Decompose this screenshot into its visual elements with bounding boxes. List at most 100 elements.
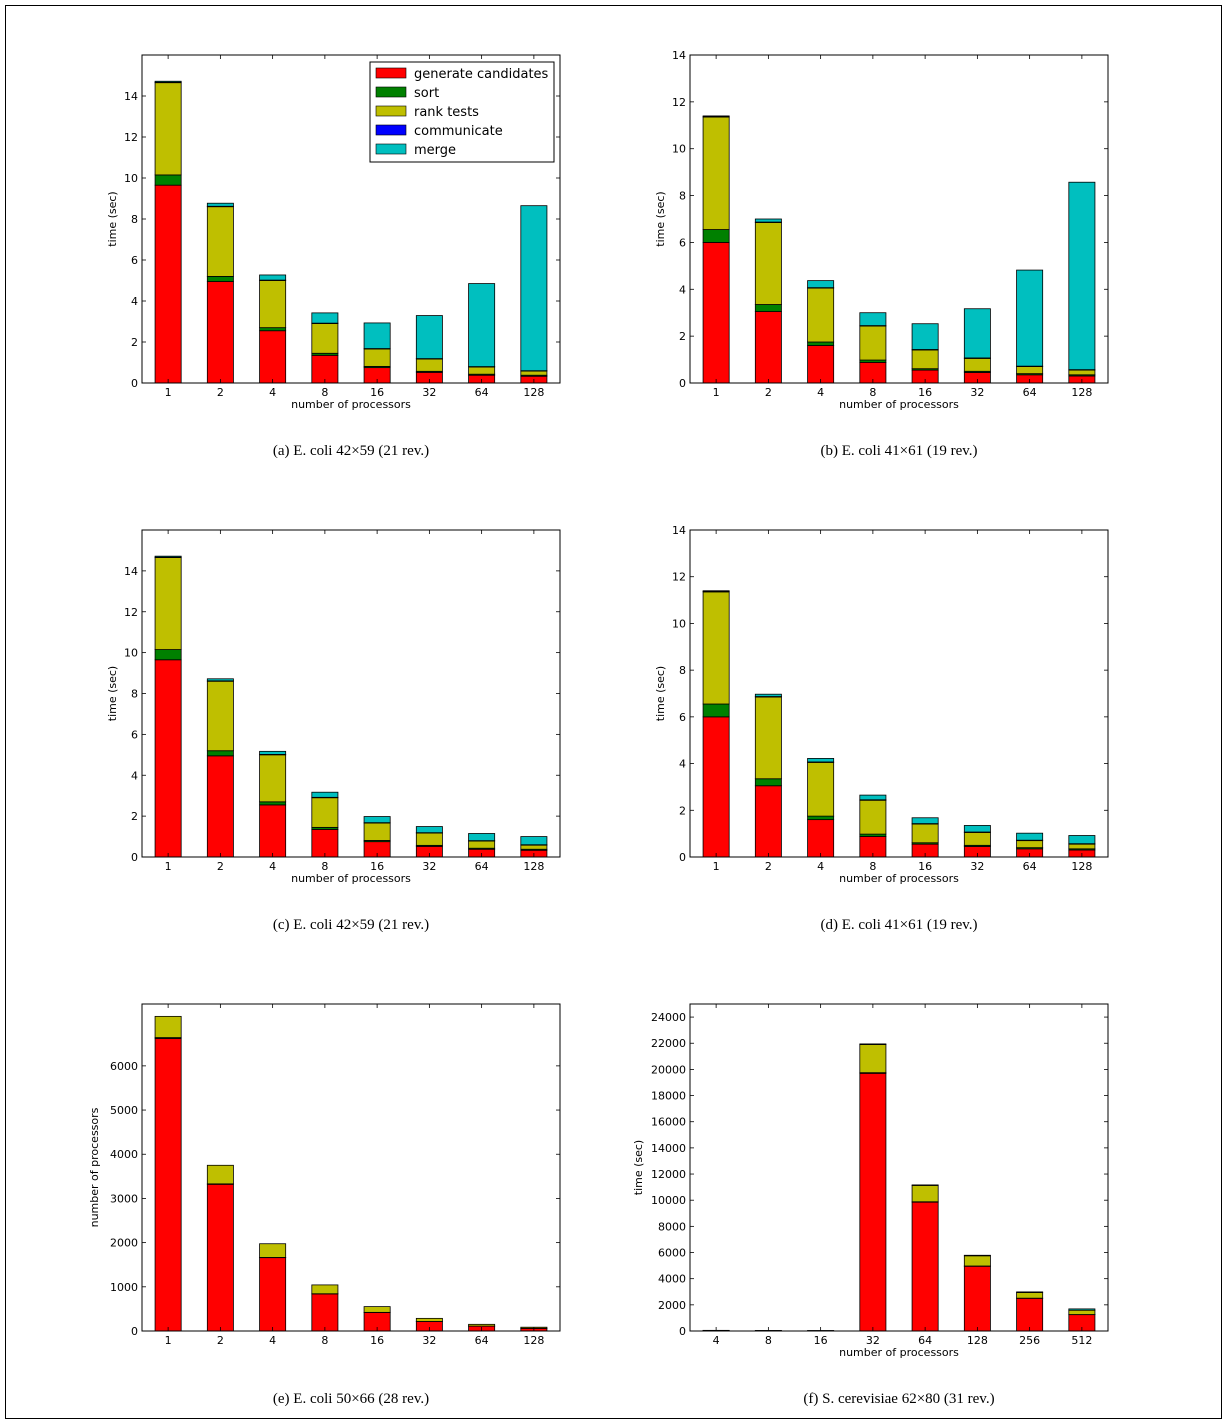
y-tick-label: 12 [124,606,138,619]
y-tick-label: 0 [131,851,138,864]
bar-segment-rank-tests [259,1243,287,1258]
y-tick-label: 2 [679,330,686,343]
bar-segment-rank-tests [1068,1309,1096,1315]
subfigure-caption: (c) E. coli 42×59 (21 rev.) [273,917,429,933]
x-tick-label: 64 [918,1334,932,1347]
bar-segment-generate-candidates [154,184,182,384]
x-tick-label: 32 [422,860,436,873]
x-tick-label: 64 [475,1334,489,1347]
bar-segment-merge [468,833,496,842]
bar-segment-rank-tests [468,1323,496,1327]
bar-segment-generate-candidates [259,804,287,858]
bar-segment-sort [807,341,835,346]
legend-swatch [375,143,407,155]
subfigure-caption: (b) E. coli 41×61 (19 rev.) [820,443,977,459]
x-tick-label: 2 [765,386,772,399]
bar-segment-merge [1068,181,1096,371]
y-tick-label: 3000 [110,1192,138,1205]
subfigure-caption: (f) S. cerevisiae 62×80 (31 rev.) [803,1391,994,1407]
bar-segment-rank-tests [1016,1292,1044,1299]
legend-swatch [375,124,407,136]
plot-frame [141,529,561,858]
bar-segment-rank-tests [259,280,287,329]
bar-segment-sort [259,801,287,806]
bar-segment-generate-candidates [859,1072,887,1332]
bar-segment-generate-candidates [311,829,339,858]
bar-segment-rank-tests [702,591,730,705]
bar-segment-generate-candidates [206,755,234,858]
bar-segment-merge [1068,1308,1096,1311]
bar-segment-merge [415,826,443,834]
y-tick-label: 2 [131,336,138,349]
bar-segment-merge [311,312,339,324]
bar-segment-rank-tests [520,370,548,376]
y-tick-label: 6 [679,236,686,249]
y-tick-label: 8 [131,213,138,226]
bar-segment-merge [363,816,391,824]
bar-segment-rank-tests [154,82,182,176]
bar-segment-rank-tests [1016,366,1044,375]
bar-segment-rank-tests [754,696,782,780]
bar-segment-merge [963,308,991,359]
x-tick-label: 32 [866,1334,880,1347]
bar-segment-merge [259,750,287,755]
legend: generate candidates sort rank tests communi… [369,61,555,163]
bar-segment-sort [154,174,182,186]
x-tick-label: 1 [165,386,172,399]
bar-segment-rank-tests [754,222,782,305]
bar-segment-merge [206,202,234,207]
bar-segment-sort [154,649,182,661]
y-tick-label: 6 [679,711,686,724]
x-tick-label: 4 [269,860,276,873]
bar-segment-generate-candidates [311,354,339,384]
bar-segment-generate-candidates [807,345,835,384]
bar-segment-generate-candidates [154,659,182,858]
y-tick-label: 2000 [110,1237,138,1250]
bar-segment-merge [963,825,991,833]
y-tick-label: 12000 [651,1168,686,1181]
y-tick-label: 16000 [651,1116,686,1129]
bar-segment-rank-tests [415,832,443,846]
x-tick-label: 64 [1023,386,1037,399]
y-axis-label: number of processors [88,1107,101,1227]
bar-segment-rank-tests [363,348,391,367]
x-tick-label: 64 [475,386,489,399]
bar-segment-generate-candidates [702,242,730,384]
y-tick-label: 6 [131,728,138,741]
x-tick-label: 2 [217,1334,224,1347]
y-axis-label: time (sec) [654,666,667,721]
bar-segment-merge [911,1184,939,1186]
bar-segment-merge [807,280,835,289]
y-axis-label: time (sec) [654,191,667,246]
bar-segment-merge [1016,269,1044,367]
y-tick-label: 0 [131,377,138,390]
bar-segment-rank-tests [911,1185,939,1203]
x-tick-label: 2 [765,860,772,873]
y-tick-label: 10 [124,172,138,185]
y-tick-label: 20000 [651,1063,686,1076]
bar-segment-rank-tests [859,799,887,835]
y-tick-label: 24000 [651,1011,686,1024]
y-tick-label: 12 [124,131,138,144]
x-tick-label: 2 [217,860,224,873]
y-tick-label: 0 [679,1325,686,1338]
bar-segment-generate-candidates [206,281,234,384]
x-tick-label: 4 [269,1334,276,1347]
bar-segment-generate-candidates [311,1293,339,1332]
x-tick-label: 64 [1023,860,1037,873]
x-tick-label: 32 [422,386,436,399]
x-tick-label: 1 [713,860,720,873]
x-tick-label: 128 [1071,386,1092,399]
x-tick-label: 128 [523,386,544,399]
y-axis-label: time (sec) [106,191,119,246]
x-tick-label: 4 [817,860,824,873]
bar-segment-rank-tests [311,323,339,354]
bar-segment-rank-tests [859,1044,887,1074]
y-tick-label: 2000 [658,1299,686,1312]
legend-label: generate candidates [414,67,549,82]
x-tick-label: 1 [713,386,720,399]
